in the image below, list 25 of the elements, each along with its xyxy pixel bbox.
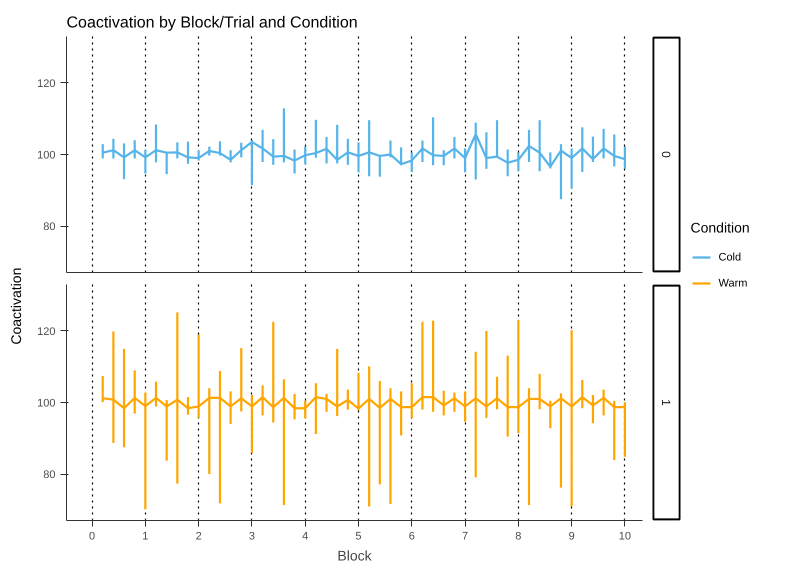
y-tick-label: 120 xyxy=(37,326,56,338)
x-tick-label: 1 xyxy=(142,530,148,542)
y-tick-label: 80 xyxy=(43,469,56,482)
x-tick-label: 7 xyxy=(462,530,468,542)
x-tick-label: 9 xyxy=(568,530,575,542)
y-axis-title: Coactivation xyxy=(8,268,24,345)
y-tick-label: 100 xyxy=(37,150,56,162)
x-axis-title: Block xyxy=(337,548,373,564)
y-tick-label: 100 xyxy=(37,398,56,410)
text: 1 xyxy=(659,399,673,406)
legend-title: Condition xyxy=(690,220,750,236)
y-tick-label: 80 xyxy=(43,221,56,234)
x-tick-label: 5 xyxy=(355,530,362,542)
text: 0 xyxy=(659,151,673,158)
x-tick-label: 0 xyxy=(89,530,96,542)
x-tick-label: 8 xyxy=(515,530,522,542)
x-tick-label: 4 xyxy=(302,530,308,542)
x-tick-label: 3 xyxy=(248,530,255,542)
legend-label: Cold xyxy=(718,252,742,264)
x-tick-label: 2 xyxy=(196,530,202,542)
x-tick-label: 6 xyxy=(408,530,415,542)
x-tick-label: 10 xyxy=(618,530,632,542)
y-tick-label: 120 xyxy=(37,78,56,90)
legend-label: Warm xyxy=(718,278,748,290)
chart-title: Coactivation by Block/Trial and Condition xyxy=(66,14,358,32)
